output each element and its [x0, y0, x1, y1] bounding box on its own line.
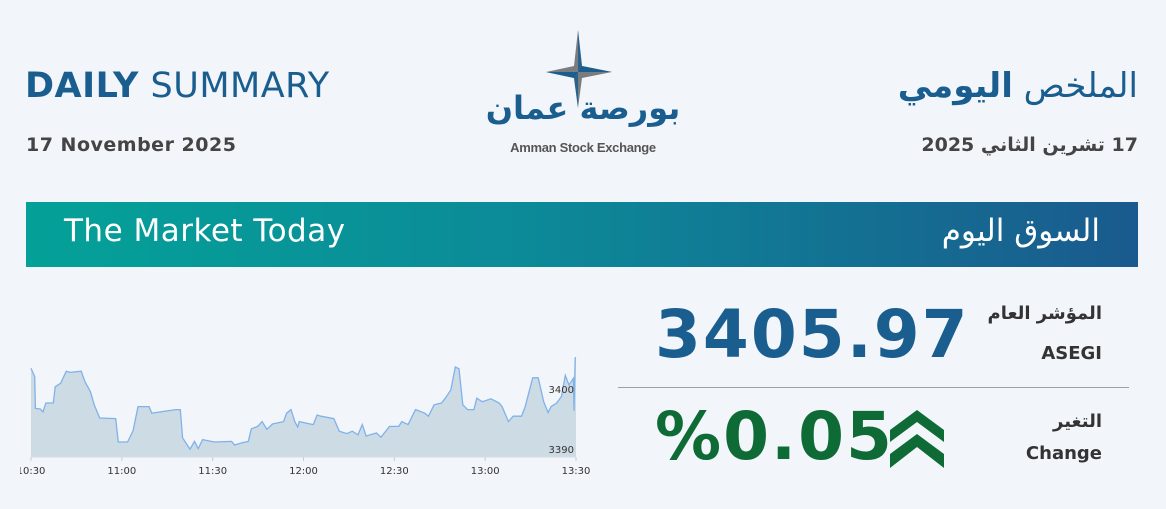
banner-title-ar: السوق اليوم: [941, 213, 1100, 249]
y-tick-label: 3400: [549, 385, 574, 396]
index-label-en: ASEGI: [1041, 343, 1102, 364]
date-en: 17 November 2025: [26, 134, 237, 156]
banner-title-en: The Market Today: [64, 213, 346, 249]
logo-arabic-text: بورصة عمان: [485, 89, 681, 127]
divider: [618, 387, 1129, 388]
x-tick-label: 12:30: [380, 466, 409, 477]
date-ar: 17 تشرين الثاني 2025: [921, 134, 1138, 156]
index-value: 3405.97: [655, 296, 970, 373]
index-label-ar: المؤشر العام: [987, 303, 1103, 324]
chart-area-fill: [31, 357, 576, 457]
x-tick-label: 13:30: [562, 466, 591, 477]
x-tick-label: 13:00: [471, 466, 500, 477]
title-ar-light: الملخص: [1023, 66, 1138, 106]
intraday-index-chart: 10:30 11:00 11:30 12:00 12:30 13:00 13:30 3390…: [20, 356, 591, 477]
y-tick-label: 3390: [549, 445, 574, 456]
change-label-en: Change: [1025, 443, 1102, 464]
double-chevron-up-icon: [890, 410, 944, 468]
chart-series-line: [30, 356, 577, 451]
change-label-ar: التغير: [1053, 411, 1102, 432]
x-tick-label: 11:00: [107, 466, 136, 477]
title-en-bold: DAILY: [25, 66, 139, 106]
logo-english-text: Amman Stock Exchange: [510, 140, 656, 155]
change-value: %0.05: [655, 398, 894, 475]
x-tick-label: 11:30: [198, 466, 227, 477]
title-ar-bold: اليومي: [897, 66, 1013, 106]
title-en-light: SUMMARY: [150, 66, 330, 106]
star-logo-icon: [546, 30, 612, 108]
x-tick-label: 12:00: [289, 466, 318, 477]
market-today-banner: The Market Today السوق اليوم: [26, 202, 1138, 267]
page-title-ar: الملخص اليومي: [898, 66, 1138, 106]
page-title-en: DAILY SUMMARY: [25, 66, 330, 106]
x-tick-label: 10:30: [20, 466, 45, 477]
